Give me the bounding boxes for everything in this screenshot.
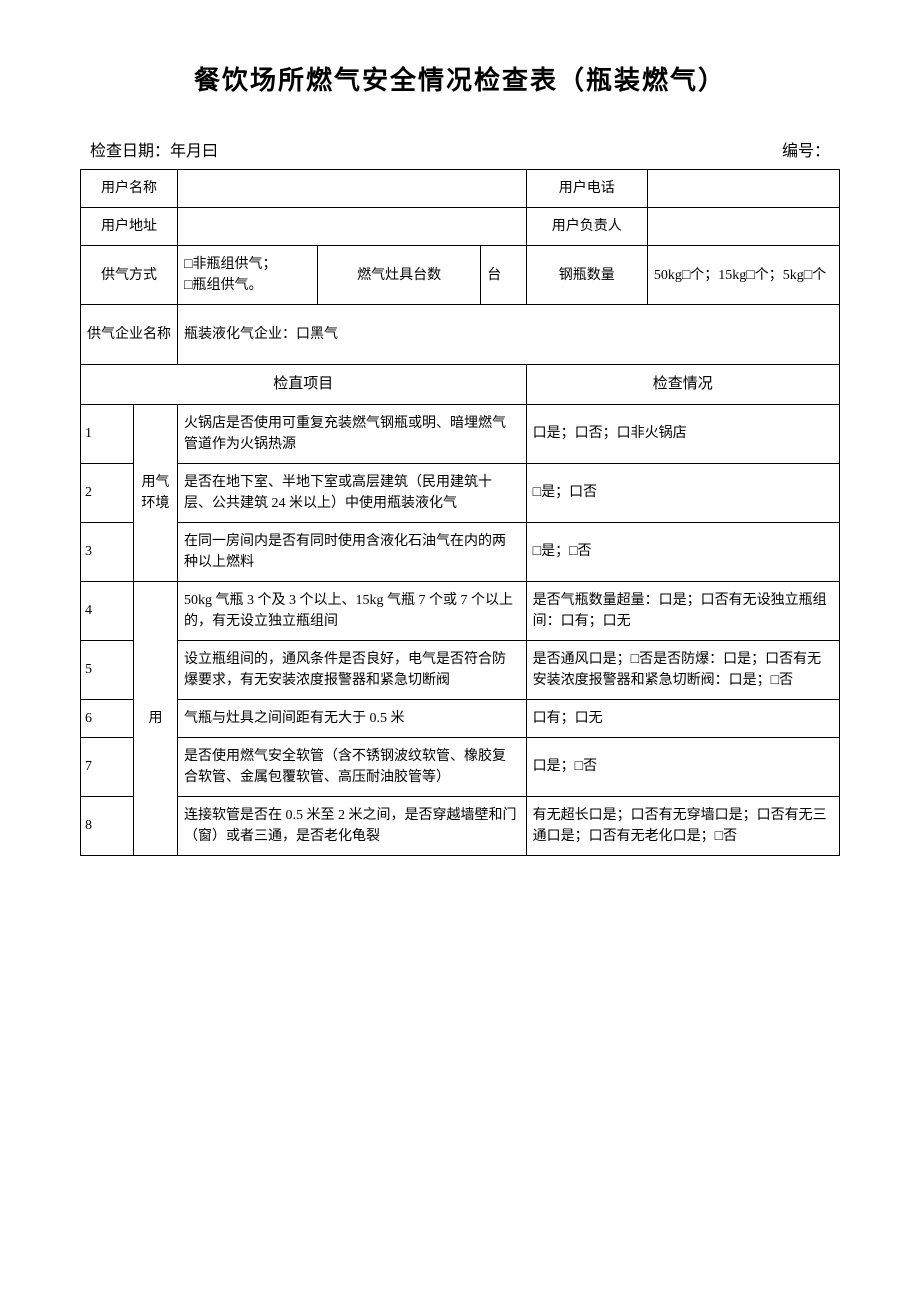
row-item: 连接软管是否在 0.5 米至 2 米之间，是否穿越墙壁和门（窗）或者三通，是否老… (178, 796, 527, 855)
cylinder-count-label: 钢瓶数量 (526, 246, 647, 305)
user-address-value (178, 208, 527, 246)
row-num: 7 (81, 737, 134, 796)
number-label: 编号： (782, 137, 830, 161)
row-result: □是；□否 (526, 522, 839, 581)
user-manager-label: 用户负责人 (526, 208, 647, 246)
row-num: 8 (81, 796, 134, 855)
row-item: 气瓶与灶具之间间距有无大于 0.5 米 (178, 699, 527, 737)
row-num: 2 (81, 463, 134, 522)
supply-mode-options: □非瓶组供气； □瓶组供气。 (178, 246, 318, 305)
page-title: 餐饮场所燃气安全情况检查表（瓶装燃气） (80, 60, 840, 97)
supply-company-value: 瓶装液化气企业：口黑气 (178, 305, 840, 365)
row-result: □是；口否 (526, 463, 839, 522)
supply-company-label: 供气企业名称 (81, 305, 178, 365)
row-num: 3 (81, 522, 134, 581)
meta-row: 检查日期：年月曰 编号： (80, 137, 840, 161)
row-item: 是否使用燃气安全软管（含不锈钢波纹软管、橡胶复合软管、金属包覆软管、高压耐油胶管… (178, 737, 527, 796)
category-env: 用气环境 (133, 404, 177, 581)
row-result: 口是；口否；口非火锅店 (526, 404, 839, 463)
row-num: 4 (81, 581, 134, 640)
row-num: 6 (81, 699, 134, 737)
row-result: 口是；□否 (526, 737, 839, 796)
user-address-label: 用户地址 (81, 208, 178, 246)
date-label: 检查日期：年月曰 (90, 137, 218, 161)
user-manager-value (647, 208, 839, 246)
row-result: 是否气瓶数量超量：口是；口否有无设独立瓶组间：口有；口无 (526, 581, 839, 640)
category-equip: 用 (133, 581, 177, 855)
row-result: 有无超长口是；口否有无穿墙口是；口否有无三通口是；口否有无老化口是；□否 (526, 796, 839, 855)
user-name-label: 用户名称 (81, 170, 178, 208)
row-item: 在同一房间内是否有同时使用含液化石油气在内的两种以上燃料 (178, 522, 527, 581)
row-item: 是否在地下室、半地下室或高层建筑（民用建筑十层、公共建筑 24 米以上）中使用瓶… (178, 463, 527, 522)
stove-count-label: 燃气灶具台数 (318, 246, 481, 305)
row-item: 50kg 气瓶 3 个及 3 个以上、15kg 气瓶 7 个或 7 个以上的，有… (178, 581, 527, 640)
user-phone-label: 用户电话 (526, 170, 647, 208)
inspection-item-header: 检直项目 (81, 365, 527, 405)
user-phone-value (647, 170, 839, 208)
stove-count-unit: 台 (481, 246, 526, 305)
row-num: 1 (81, 404, 134, 463)
row-result: 口有；口无 (526, 699, 839, 737)
row-result: 是否通风口是；□否是否防爆：口是；口否有无安装浓度报警器和紧急切断阀：口是；□否 (526, 640, 839, 699)
row-item: 设立瓶组间的，通风条件是否良好，电气是否符合防爆要求，有无安装浓度报警器和紧急切… (178, 640, 527, 699)
inspection-result-header: 检查情况 (526, 365, 839, 405)
supply-mode-label: 供气方式 (81, 246, 178, 305)
user-name-value (178, 170, 527, 208)
inspection-table: 用户名称 用户电话 用户地址 用户负责人 供气方式 □非瓶组供气； □瓶组供气。… (80, 169, 840, 856)
cylinder-count-value: 50kg□个；15kg□个；5kg□个 (647, 246, 839, 305)
row-item: 火锅店是否使用可重复充装燃气钢瓶或明、暗埋燃气管道作为火锅热源 (178, 404, 527, 463)
row-num: 5 (81, 640, 134, 699)
